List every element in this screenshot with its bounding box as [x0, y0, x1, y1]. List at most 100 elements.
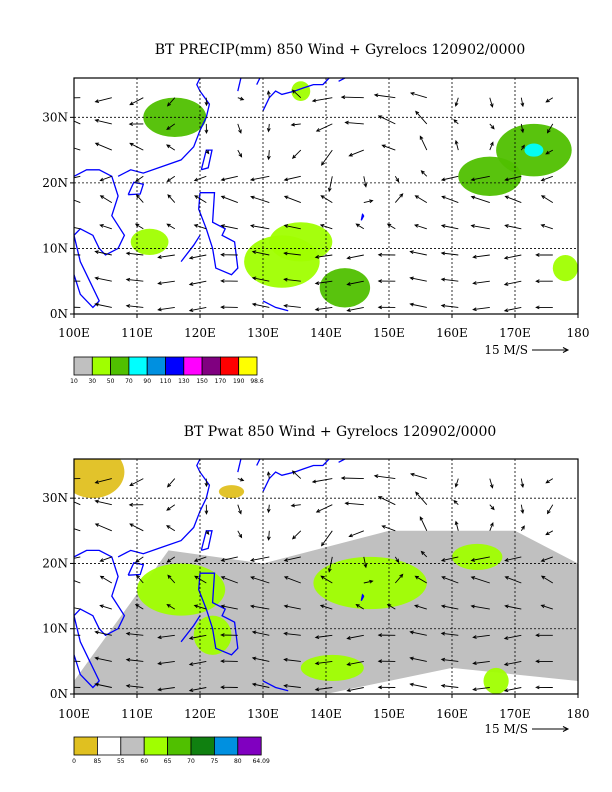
x-tick-label: 170E: [499, 326, 531, 340]
wind-vector: [283, 657, 301, 662]
wind-vector: [540, 195, 554, 203]
wind-vector: [188, 660, 207, 666]
colorbar-label: 75: [211, 758, 219, 765]
wind-vector: [503, 280, 522, 286]
wind-vector: [440, 251, 459, 256]
wind-vector: [99, 556, 112, 562]
wind-vector: [314, 254, 333, 259]
wind-vector: [409, 656, 427, 662]
wind-vector: [204, 123, 209, 135]
wind-vector: [320, 575, 333, 584]
wind-vector: [414, 575, 428, 584]
field-cell: [483, 667, 509, 694]
x-tick-label: 140E: [310, 707, 342, 721]
wind-vector: [220, 252, 238, 257]
x-tick-label: 170E: [499, 707, 531, 721]
wind-vector: [135, 194, 144, 203]
wind-vector: [340, 476, 364, 480]
wind-vector: [377, 115, 396, 125]
wind-vector: [472, 660, 490, 666]
wind-vector: [188, 280, 207, 286]
coastline: [200, 530, 213, 552]
wind-vector: [135, 175, 144, 182]
wind-vector: [204, 97, 209, 107]
wind-vector: [314, 634, 333, 640]
wind-vector: [237, 123, 242, 134]
x-tick-label: 100E: [58, 326, 90, 340]
wind-vector: [74, 97, 81, 99]
wind-vector: [504, 175, 522, 182]
wind-vector: [546, 123, 554, 134]
wind-vector: [283, 175, 301, 182]
wind-vector: [540, 575, 554, 584]
wind-vector: [128, 122, 144, 127]
wind-vector: [355, 223, 365, 230]
colorbar-label: 90: [143, 378, 151, 385]
x-tick-label: 160E: [436, 326, 468, 340]
wind-vector: [470, 556, 490, 562]
wind-vector: [204, 504, 209, 515]
x-tick-label: 150E: [373, 707, 405, 721]
wind-vector: [503, 687, 522, 693]
wind-vector: [545, 97, 554, 103]
wind-vector: [503, 306, 522, 313]
coastline: [180, 615, 201, 643]
x-tick-label: 100E: [58, 707, 90, 721]
wind-vector: [283, 195, 301, 204]
wind-vector: [99, 175, 112, 182]
x-tick-label: 110E: [121, 707, 153, 721]
vector-reference-label: 15 M/S: [484, 343, 528, 357]
wind-vector: [99, 195, 113, 203]
wind-vector: [340, 95, 364, 100]
field-cell: [218, 485, 245, 499]
wind-vector: [74, 120, 81, 125]
colorbar-label: 98.6: [250, 378, 264, 385]
vector-reference-arrow: [532, 726, 570, 732]
wind-vector: [74, 528, 81, 532]
y-tick-label: 30N: [42, 491, 68, 505]
wind-vector: [545, 149, 554, 155]
wind-vector: [315, 504, 333, 513]
wind-vector: [283, 556, 301, 562]
wind-vector: [194, 195, 207, 203]
colorbar-label: 30: [88, 378, 96, 385]
wind-vector: [125, 277, 144, 282]
colorbar-swatch: [183, 356, 203, 376]
wind-vector: [363, 579, 374, 584]
wind-vector: [489, 97, 494, 108]
wind-vector: [419, 135, 428, 151]
colorbar-swatch: [201, 356, 221, 376]
x-tick-label: 150E: [373, 326, 405, 340]
wind-vector: [394, 176, 400, 183]
wind-vector: [381, 525, 396, 532]
coastline: [127, 562, 145, 576]
colorbar-label: 170: [215, 378, 227, 385]
wind-vector: [540, 604, 553, 610]
wind-vector: [394, 193, 404, 203]
y-tick-label: 0N: [50, 307, 68, 321]
wind-vector: [251, 682, 270, 688]
wind-vector: [94, 523, 112, 532]
wind-vector: [266, 123, 271, 133]
wind-vector: [470, 195, 490, 204]
x-tick-label: 130E: [247, 326, 279, 340]
wind-vector: [237, 504, 242, 515]
wind-vector: [220, 195, 238, 204]
wind-vector: [74, 306, 81, 308]
wind-vector: [419, 516, 428, 531]
wind-vector: [535, 659, 553, 664]
colorbar: 10 30 50 70 90 110 130 150 170 190 98.6: [70, 356, 264, 385]
wind-vector: [166, 97, 176, 107]
wind-vector: [283, 576, 301, 584]
wind-vector: [166, 144, 176, 151]
wind-vector: [266, 471, 271, 479]
wind-vector: [125, 631, 144, 636]
wind-vector: [377, 496, 396, 506]
wind-vector: [157, 687, 175, 692]
wind-vector: [440, 657, 459, 662]
wind-vector: [520, 97, 525, 108]
wind-vector: [346, 254, 364, 260]
colorbar-swatch: [91, 356, 112, 376]
wind-vector: [346, 634, 364, 640]
wind-vector: [377, 305, 396, 310]
